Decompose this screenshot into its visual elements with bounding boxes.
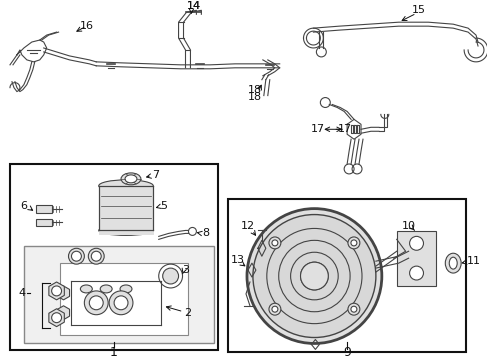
Text: 9: 9 [343,346,350,359]
Ellipse shape [100,285,112,293]
Text: 13: 13 [231,255,244,265]
Text: 8: 8 [202,228,208,238]
Circle shape [409,266,423,280]
Circle shape [52,286,61,296]
Ellipse shape [121,173,141,185]
Text: 5: 5 [160,201,167,211]
Circle shape [409,237,423,250]
Text: 6: 6 [20,201,27,211]
Ellipse shape [125,175,137,183]
Circle shape [91,251,101,261]
Circle shape [350,240,356,246]
Bar [99,186,153,235]
Ellipse shape [99,180,153,192]
Text: 18: 18 [247,85,262,95]
Text: 18: 18 [247,91,262,102]
Circle shape [347,237,359,249]
Ellipse shape [99,225,153,235]
Circle shape [252,215,375,338]
Text: 17: 17 [311,124,325,134]
Circle shape [52,313,61,323]
Circle shape [71,251,81,261]
Bar [228,199,465,352]
Circle shape [114,296,128,310]
Text: 17: 17 [337,124,351,134]
Circle shape [271,306,277,312]
Circle shape [68,248,84,264]
Text: 14: 14 [186,1,200,11]
Text: 16: 16 [79,21,93,31]
Ellipse shape [448,257,456,269]
Bar [10,164,218,350]
Circle shape [246,208,381,343]
Text: 10: 10 [401,221,415,231]
Bar [36,204,52,212]
Circle shape [268,303,280,315]
Circle shape [88,248,104,264]
Circle shape [347,303,359,315]
Ellipse shape [80,285,92,293]
Text: 2: 2 [183,308,191,318]
Circle shape [268,237,280,249]
Text: 7: 7 [152,170,159,180]
Circle shape [109,291,133,315]
Bar [60,263,188,334]
Circle shape [89,296,103,310]
Bar [36,219,52,226]
Circle shape [84,291,108,315]
Ellipse shape [445,253,460,273]
Text: 1: 1 [110,346,118,359]
Bar [24,246,214,343]
Text: 15: 15 [411,5,425,15]
Bar [396,231,435,286]
Circle shape [300,262,327,290]
Ellipse shape [120,285,132,293]
Text: 3: 3 [182,265,189,275]
Circle shape [163,268,178,284]
Circle shape [350,306,356,312]
Text: 11: 11 [466,256,480,266]
Circle shape [271,240,277,246]
Text: 4: 4 [18,288,25,298]
Text: 14: 14 [186,1,200,11]
Text: 12: 12 [241,221,255,231]
